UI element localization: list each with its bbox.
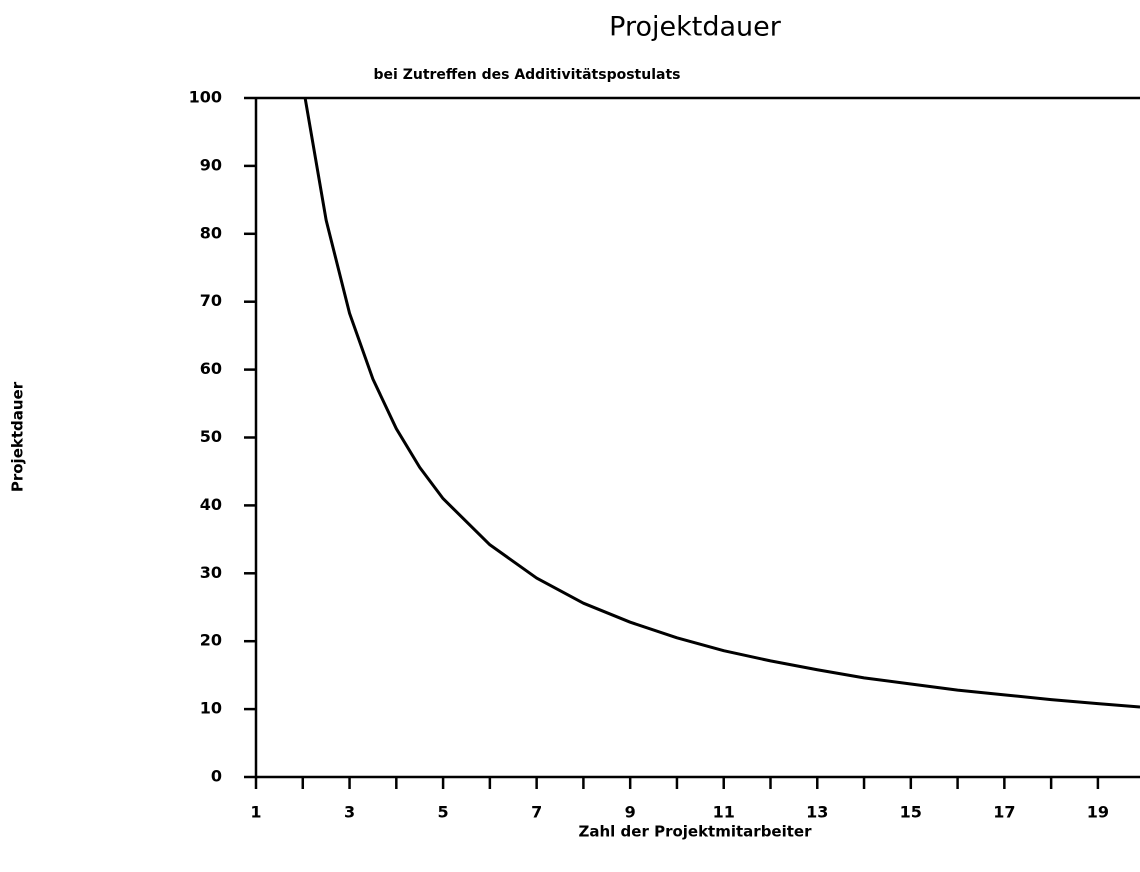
y-tick-label: 0 xyxy=(211,767,222,786)
y-tick-label: 50 xyxy=(200,427,222,446)
x-tick-label: 3 xyxy=(344,803,355,822)
y-tick-label: 60 xyxy=(200,359,222,378)
x-tick-label: 7 xyxy=(531,803,542,822)
y-tick-label: 100 xyxy=(189,88,222,107)
x-tick-label: 9 xyxy=(625,803,636,822)
y-tick-label: 90 xyxy=(200,155,222,174)
y-axis-label: Projektdauer xyxy=(9,381,27,492)
x-tick-label: 17 xyxy=(993,803,1015,822)
y-tick-label: 80 xyxy=(200,223,222,242)
line xyxy=(303,97,1140,709)
y-tick-label: 20 xyxy=(200,631,222,650)
chart-subtitle: bei Zutreffen des Additivitätspostulats xyxy=(374,67,681,83)
x-tick-label: 11 xyxy=(713,803,735,822)
x-axis-label: Zahl der Projektmitarbeiter xyxy=(579,823,813,841)
x-tick-label: 19 xyxy=(1087,803,1109,822)
y-tick-label: 40 xyxy=(200,495,222,514)
x-tick-label: 5 xyxy=(438,803,449,822)
x-tick-label: 1 xyxy=(250,803,261,822)
y-tick-label: 10 xyxy=(200,699,222,718)
x-tick-label: 15 xyxy=(900,803,922,822)
y-tick-label: 70 xyxy=(200,291,222,310)
chart-title: Projektdauer xyxy=(609,12,782,43)
y-tick-label: 30 xyxy=(200,563,222,582)
x-tick-label: 13 xyxy=(806,803,828,822)
